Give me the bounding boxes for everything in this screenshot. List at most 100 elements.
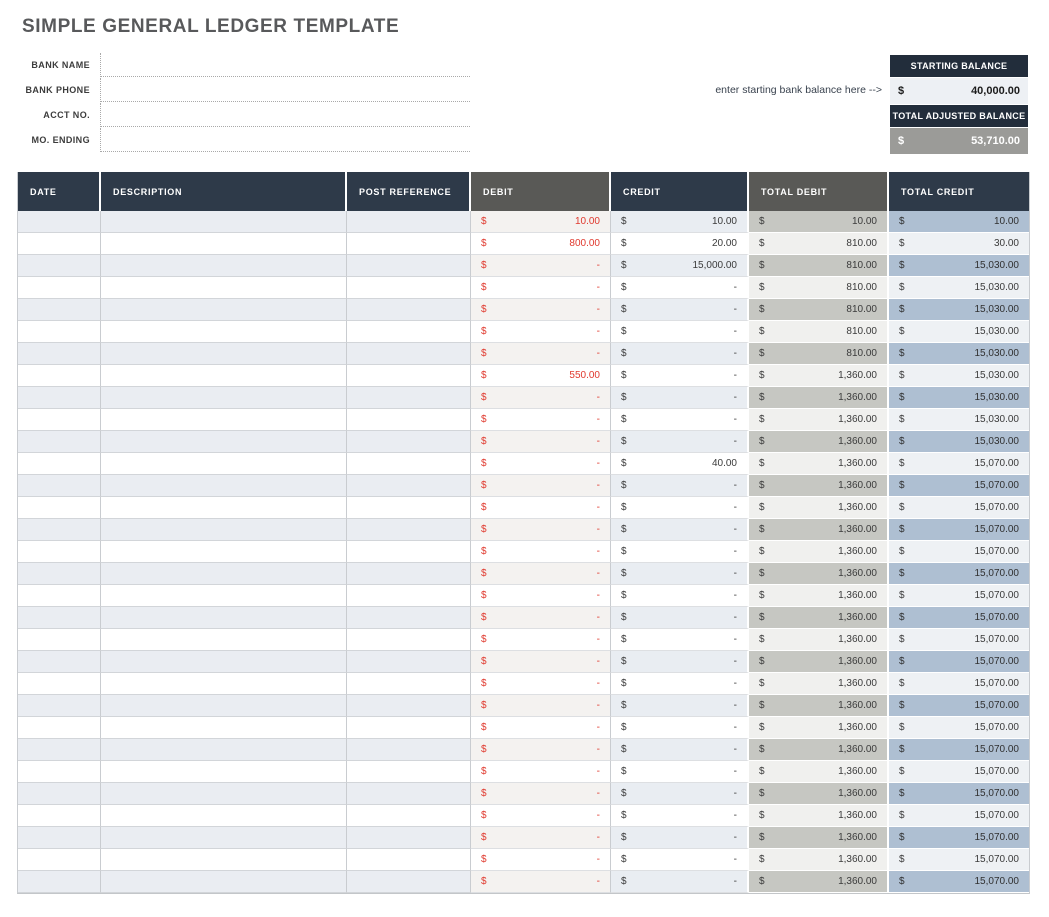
description-cell[interactable] [101, 761, 347, 783]
description-cell[interactable] [101, 453, 347, 475]
debit-cell[interactable]: $10.00 [471, 211, 611, 233]
debit-cell[interactable]: $ - [471, 585, 611, 607]
description-cell[interactable] [101, 211, 347, 233]
debit-cell[interactable]: $ - [471, 783, 611, 805]
credit-cell[interactable]: $ - [611, 695, 749, 717]
description-cell[interactable] [101, 673, 347, 695]
description-cell[interactable] [101, 255, 347, 277]
post-reference-cell[interactable] [347, 453, 471, 475]
date-cell[interactable] [18, 541, 101, 563]
post-reference-cell[interactable] [347, 629, 471, 651]
date-cell[interactable] [18, 871, 101, 893]
description-cell[interactable] [101, 783, 347, 805]
credit-cell[interactable]: $15,000.00 [611, 255, 749, 277]
debit-cell[interactable]: $ - [471, 849, 611, 871]
date-cell[interactable] [18, 497, 101, 519]
debit-cell[interactable]: $ - [471, 431, 611, 453]
debit-cell[interactable]: $ - [471, 255, 611, 277]
debit-cell[interactable]: $ - [471, 629, 611, 651]
post-reference-cell[interactable] [347, 585, 471, 607]
credit-cell[interactable]: $ - [611, 299, 749, 321]
debit-cell[interactable]: $ - [471, 497, 611, 519]
date-cell[interactable] [18, 343, 101, 365]
description-cell[interactable] [101, 607, 347, 629]
date-cell[interactable] [18, 607, 101, 629]
credit-cell[interactable]: $ - [611, 849, 749, 871]
post-reference-cell[interactable] [347, 871, 471, 893]
description-cell[interactable] [101, 365, 347, 387]
post-reference-cell[interactable] [347, 783, 471, 805]
post-reference-cell[interactable] [347, 717, 471, 739]
debit-cell[interactable]: $ - [471, 805, 611, 827]
credit-cell[interactable]: $ - [611, 871, 749, 893]
debit-cell[interactable]: $ - [471, 321, 611, 343]
post-reference-cell[interactable] [347, 277, 471, 299]
date-cell[interactable] [18, 849, 101, 871]
date-cell[interactable] [18, 431, 101, 453]
date-cell[interactable] [18, 563, 101, 585]
debit-cell[interactable]: $ - [471, 563, 611, 585]
acct-no-input[interactable] [100, 103, 470, 127]
debit-cell[interactable]: $ - [471, 277, 611, 299]
debit-cell[interactable]: $ - [471, 761, 611, 783]
description-cell[interactable] [101, 805, 347, 827]
date-cell[interactable] [18, 365, 101, 387]
date-cell[interactable] [18, 805, 101, 827]
description-cell[interactable] [101, 585, 347, 607]
bank-name-input[interactable] [100, 53, 470, 77]
post-reference-cell[interactable] [347, 409, 471, 431]
description-cell[interactable] [101, 739, 347, 761]
post-reference-cell[interactable] [347, 387, 471, 409]
date-cell[interactable] [18, 717, 101, 739]
debit-cell[interactable]: $ - [471, 871, 611, 893]
post-reference-cell[interactable] [347, 431, 471, 453]
description-cell[interactable] [101, 519, 347, 541]
date-cell[interactable] [18, 761, 101, 783]
date-cell[interactable] [18, 211, 101, 233]
credit-cell[interactable]: $ - [611, 739, 749, 761]
credit-cell[interactable]: $ - [611, 431, 749, 453]
debit-cell[interactable]: $ - [471, 607, 611, 629]
date-cell[interactable] [18, 695, 101, 717]
date-cell[interactable] [18, 475, 101, 497]
credit-cell[interactable]: $ - [611, 365, 749, 387]
post-reference-cell[interactable] [347, 827, 471, 849]
date-cell[interactable] [18, 453, 101, 475]
debit-cell[interactable]: $ - [471, 387, 611, 409]
debit-cell[interactable]: $ - [471, 453, 611, 475]
credit-cell[interactable]: $ - [611, 651, 749, 673]
post-reference-cell[interactable] [347, 299, 471, 321]
date-cell[interactable] [18, 629, 101, 651]
description-cell[interactable] [101, 321, 347, 343]
debit-cell[interactable]: $ - [471, 409, 611, 431]
credit-cell[interactable]: $ - [611, 827, 749, 849]
description-cell[interactable] [101, 849, 347, 871]
starting-balance-cell[interactable]: $ 40,000.00 [890, 78, 1028, 105]
post-reference-cell[interactable] [347, 519, 471, 541]
post-reference-cell[interactable] [347, 211, 471, 233]
debit-cell[interactable]: $ - [471, 695, 611, 717]
debit-cell[interactable]: $ - [471, 475, 611, 497]
date-cell[interactable] [18, 233, 101, 255]
credit-cell[interactable]: $ - [611, 563, 749, 585]
post-reference-cell[interactable] [347, 541, 471, 563]
credit-cell[interactable]: $ - [611, 497, 749, 519]
post-reference-cell[interactable] [347, 805, 471, 827]
credit-cell[interactable]: $ - [611, 277, 749, 299]
post-reference-cell[interactable] [347, 607, 471, 629]
date-cell[interactable] [18, 739, 101, 761]
description-cell[interactable] [101, 299, 347, 321]
post-reference-cell[interactable] [347, 343, 471, 365]
credit-cell[interactable]: $ - [611, 585, 749, 607]
debit-cell[interactable]: $ - [471, 299, 611, 321]
description-cell[interactable] [101, 233, 347, 255]
bank-phone-input[interactable] [100, 78, 470, 102]
credit-cell[interactable]: $10.00 [611, 211, 749, 233]
description-cell[interactable] [101, 563, 347, 585]
description-cell[interactable] [101, 431, 347, 453]
credit-cell[interactable]: $ - [611, 519, 749, 541]
credit-cell[interactable]: $ - [611, 629, 749, 651]
description-cell[interactable] [101, 695, 347, 717]
date-cell[interactable] [18, 783, 101, 805]
date-cell[interactable] [18, 585, 101, 607]
